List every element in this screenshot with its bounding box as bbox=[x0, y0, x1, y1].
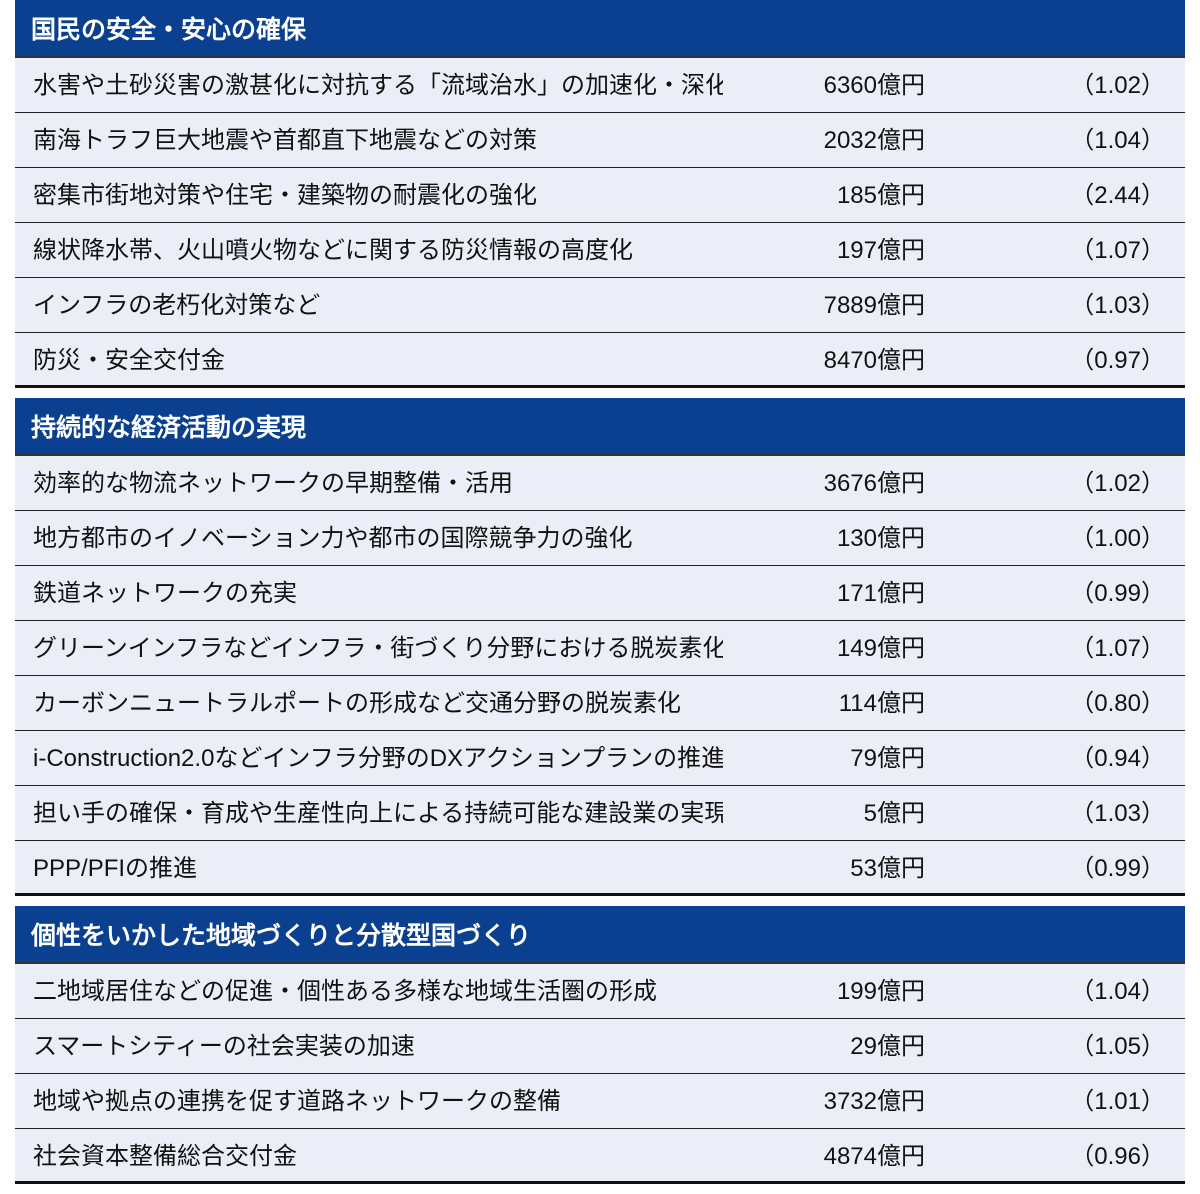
table-row: 地域や拠点の連携を促す道路ネットワークの整備3732億円（1.01） bbox=[15, 1074, 1185, 1129]
row-amount: 3676億円 bbox=[723, 456, 933, 511]
row-label: 地域や拠点の連携を促す道路ネットワークの整備 bbox=[33, 1074, 723, 1129]
row-label: 南海トラフ巨大地震や首都直下地震などの対策 bbox=[33, 113, 723, 168]
row-amount: 4874億円 bbox=[723, 1129, 933, 1184]
section: 国民の安全・安心の確保水害や土砂災害の激甚化に対抗する「流域治水」の加速化・深化… bbox=[15, 0, 1185, 388]
table-row: 線状降水帯、火山噴火物などに関する防災情報の高度化197億円（1.07） bbox=[15, 223, 1185, 278]
row-label: 社会資本整備総合交付金 bbox=[33, 1129, 723, 1184]
row-ratio: （1.05） bbox=[933, 1019, 1173, 1074]
table-row: グリーンインフラなどインフラ・街づくり分野における脱炭素化149億円（1.07） bbox=[15, 621, 1185, 676]
table-row: 鉄道ネットワークの充実171億円（0.99） bbox=[15, 566, 1185, 621]
table-row: カーボンニュートラルポートの形成など交通分野の脱炭素化114億円（0.80） bbox=[15, 676, 1185, 731]
section-header: 持続的な経済活動の実現 bbox=[15, 398, 1185, 456]
row-amount: 5億円 bbox=[723, 786, 933, 841]
row-label: 水害や土砂災害の激甚化に対抗する「流域治水」の加速化・深化 bbox=[33, 58, 723, 113]
row-ratio: （0.96） bbox=[933, 1129, 1173, 1184]
row-label: 二地域居住などの促進・個性ある多様な地域生活圏の形成 bbox=[33, 964, 723, 1019]
section: 持続的な経済活動の実現効率的な物流ネットワークの早期整備・活用3676億円（1.… bbox=[15, 398, 1185, 896]
table-row: 水害や土砂災害の激甚化に対抗する「流域治水」の加速化・深化6360億円（1.02… bbox=[15, 58, 1185, 113]
section: 個性をいかした地域づくりと分散型国づくり二地域居住などの促進・個性ある多様な地域… bbox=[15, 906, 1185, 1184]
row-amount: 199億円 bbox=[723, 964, 933, 1019]
row-ratio: （1.03） bbox=[933, 786, 1173, 841]
row-label: インフラの老朽化対策など bbox=[33, 278, 723, 333]
row-ratio: （1.07） bbox=[933, 621, 1173, 676]
row-amount: 7889億円 bbox=[723, 278, 933, 333]
table-row: 社会資本整備総合交付金4874億円（0.96） bbox=[15, 1129, 1185, 1184]
row-amount: 53億円 bbox=[723, 841, 933, 896]
section-header: 国民の安全・安心の確保 bbox=[15, 0, 1185, 58]
row-amount: 29億円 bbox=[723, 1019, 933, 1074]
budget-table: 国民の安全・安心の確保水害や土砂災害の激甚化に対抗する「流域治水」の加速化・深化… bbox=[15, 0, 1185, 1184]
table-row: スマートシティーの社会実装の加速29億円（1.05） bbox=[15, 1019, 1185, 1074]
row-ratio: （0.99） bbox=[933, 841, 1173, 896]
row-ratio: （0.80） bbox=[933, 676, 1173, 731]
row-label: スマートシティーの社会実装の加速 bbox=[33, 1019, 723, 1074]
row-ratio: （2.44） bbox=[933, 168, 1173, 223]
row-label: カーボンニュートラルポートの形成など交通分野の脱炭素化 bbox=[33, 676, 723, 731]
row-amount: 8470億円 bbox=[723, 333, 933, 388]
row-label: グリーンインフラなどインフラ・街づくり分野における脱炭素化 bbox=[33, 621, 723, 676]
row-ratio: （1.03） bbox=[933, 278, 1173, 333]
table-row: 二地域居住などの促進・個性ある多様な地域生活圏の形成199億円（1.04） bbox=[15, 964, 1185, 1019]
row-ratio: （1.04） bbox=[933, 113, 1173, 168]
row-label: 防災・安全交付金 bbox=[33, 333, 723, 388]
row-label: PPP/PFIの推進 bbox=[33, 841, 723, 896]
row-amount: 3732億円 bbox=[723, 1074, 933, 1129]
row-ratio: （0.97） bbox=[933, 333, 1173, 388]
row-ratio: （1.01） bbox=[933, 1074, 1173, 1129]
row-amount: 149億円 bbox=[723, 621, 933, 676]
table-row: i-Construction2.0などインフラ分野のDXアクションプランの推進7… bbox=[15, 731, 1185, 786]
row-ratio: （1.02） bbox=[933, 456, 1173, 511]
table-row: 担い手の確保・育成や生産性向上による持続可能な建設業の実現5億円（1.03） bbox=[15, 786, 1185, 841]
row-amount: 2032億円 bbox=[723, 113, 933, 168]
row-label: 地方都市のイノベーション力や都市の国際競争力の強化 bbox=[33, 511, 723, 566]
table-row: 防災・安全交付金8470億円（0.97） bbox=[15, 333, 1185, 388]
section-header: 個性をいかした地域づくりと分散型国づくり bbox=[15, 906, 1185, 964]
table-row: インフラの老朽化対策など7889億円（1.03） bbox=[15, 278, 1185, 333]
table-row: PPP/PFIの推進53億円（0.99） bbox=[15, 841, 1185, 896]
row-label: 効率的な物流ネットワークの早期整備・活用 bbox=[33, 456, 723, 511]
row-ratio: （1.02） bbox=[933, 58, 1173, 113]
row-label: i-Construction2.0などインフラ分野のDXアクションプランの推進 bbox=[33, 731, 723, 786]
row-amount: 79億円 bbox=[723, 731, 933, 786]
row-ratio: （1.00） bbox=[933, 511, 1173, 566]
table-row: 効率的な物流ネットワークの早期整備・活用3676億円（1.02） bbox=[15, 456, 1185, 511]
row-amount: 6360億円 bbox=[723, 58, 933, 113]
row-amount: 114億円 bbox=[723, 676, 933, 731]
row-label: 密集市街地対策や住宅・建築物の耐震化の強化 bbox=[33, 168, 723, 223]
table-row: 地方都市のイノベーション力や都市の国際競争力の強化130億円（1.00） bbox=[15, 511, 1185, 566]
row-amount: 171億円 bbox=[723, 566, 933, 621]
row-amount: 185億円 bbox=[723, 168, 933, 223]
row-label: 担い手の確保・育成や生産性向上による持続可能な建設業の実現 bbox=[33, 786, 723, 841]
row-ratio: （1.04） bbox=[933, 964, 1173, 1019]
row-ratio: （0.94） bbox=[933, 731, 1173, 786]
row-label: 線状降水帯、火山噴火物などに関する防災情報の高度化 bbox=[33, 223, 723, 278]
row-ratio: （0.99） bbox=[933, 566, 1173, 621]
table-row: 南海トラフ巨大地震や首都直下地震などの対策2032億円（1.04） bbox=[15, 113, 1185, 168]
row-amount: 197億円 bbox=[723, 223, 933, 278]
row-label: 鉄道ネットワークの充実 bbox=[33, 566, 723, 621]
row-ratio: （1.07） bbox=[933, 223, 1173, 278]
row-amount: 130億円 bbox=[723, 511, 933, 566]
table-row: 密集市街地対策や住宅・建築物の耐震化の強化185億円（2.44） bbox=[15, 168, 1185, 223]
